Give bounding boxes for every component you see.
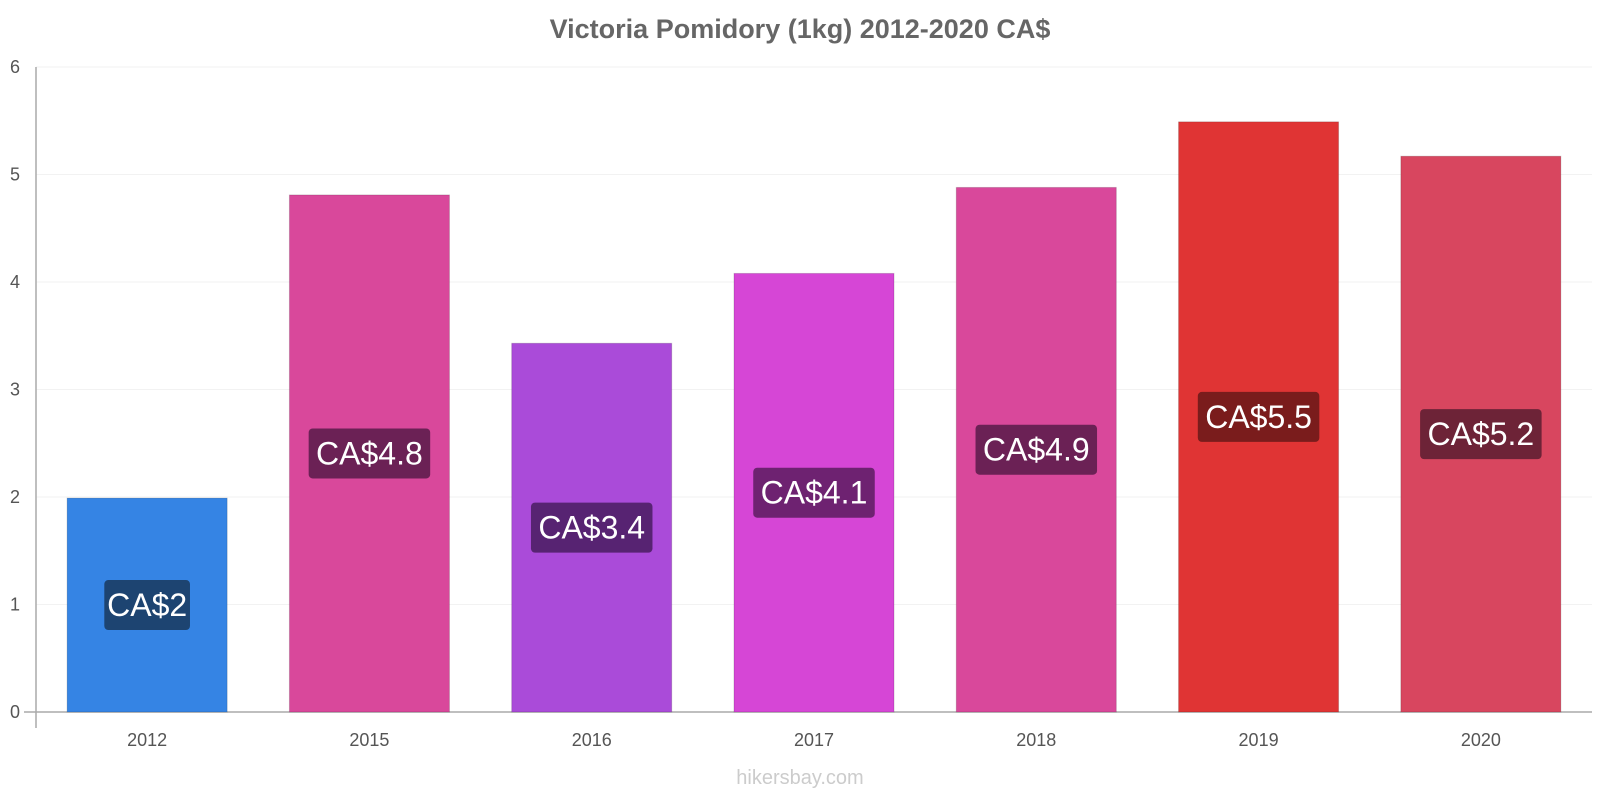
data-label-box — [530, 502, 653, 553]
y-tick-label: 3 — [10, 380, 20, 400]
data-label-box — [1197, 391, 1320, 442]
watermark: hikersbay.com — [736, 767, 864, 789]
data-label-box — [104, 580, 190, 631]
x-tick-label: 2012 — [127, 730, 167, 750]
x-tick-label: 2019 — [1239, 730, 1279, 750]
data-label-box — [753, 467, 875, 518]
data-label: CA$4.8 — [316, 435, 423, 471]
y-tick-label: 5 — [10, 165, 20, 185]
x-tick-label: 2015 — [349, 730, 389, 750]
data-label-box — [1420, 409, 1542, 460]
data-label-box — [975, 424, 1098, 475]
data-label: CA$4.1 — [761, 475, 868, 511]
y-tick-label: 6 — [10, 57, 20, 77]
x-tick-label: 2016 — [572, 730, 612, 750]
y-tick-label: 1 — [10, 595, 20, 615]
data-label-box — [308, 428, 431, 479]
x-tick-label: 2018 — [1016, 730, 1056, 750]
x-tick-label: 2020 — [1461, 730, 1501, 750]
y-tick-label: 4 — [10, 272, 20, 292]
data-label: CA$2 — [107, 587, 187, 623]
data-label: CA$4.9 — [983, 432, 1090, 468]
x-tick-label: 2017 — [794, 730, 834, 750]
y-tick-label: 0 — [10, 702, 20, 722]
chart-title: Victoria Pomidory (1kg) 2012-2020 CA$ — [549, 14, 1051, 44]
data-label: CA$5.5 — [1205, 399, 1312, 435]
y-tick-label: 2 — [10, 487, 20, 507]
data-label: CA$5.2 — [1427, 416, 1534, 452]
data-label: CA$3.4 — [538, 510, 645, 546]
